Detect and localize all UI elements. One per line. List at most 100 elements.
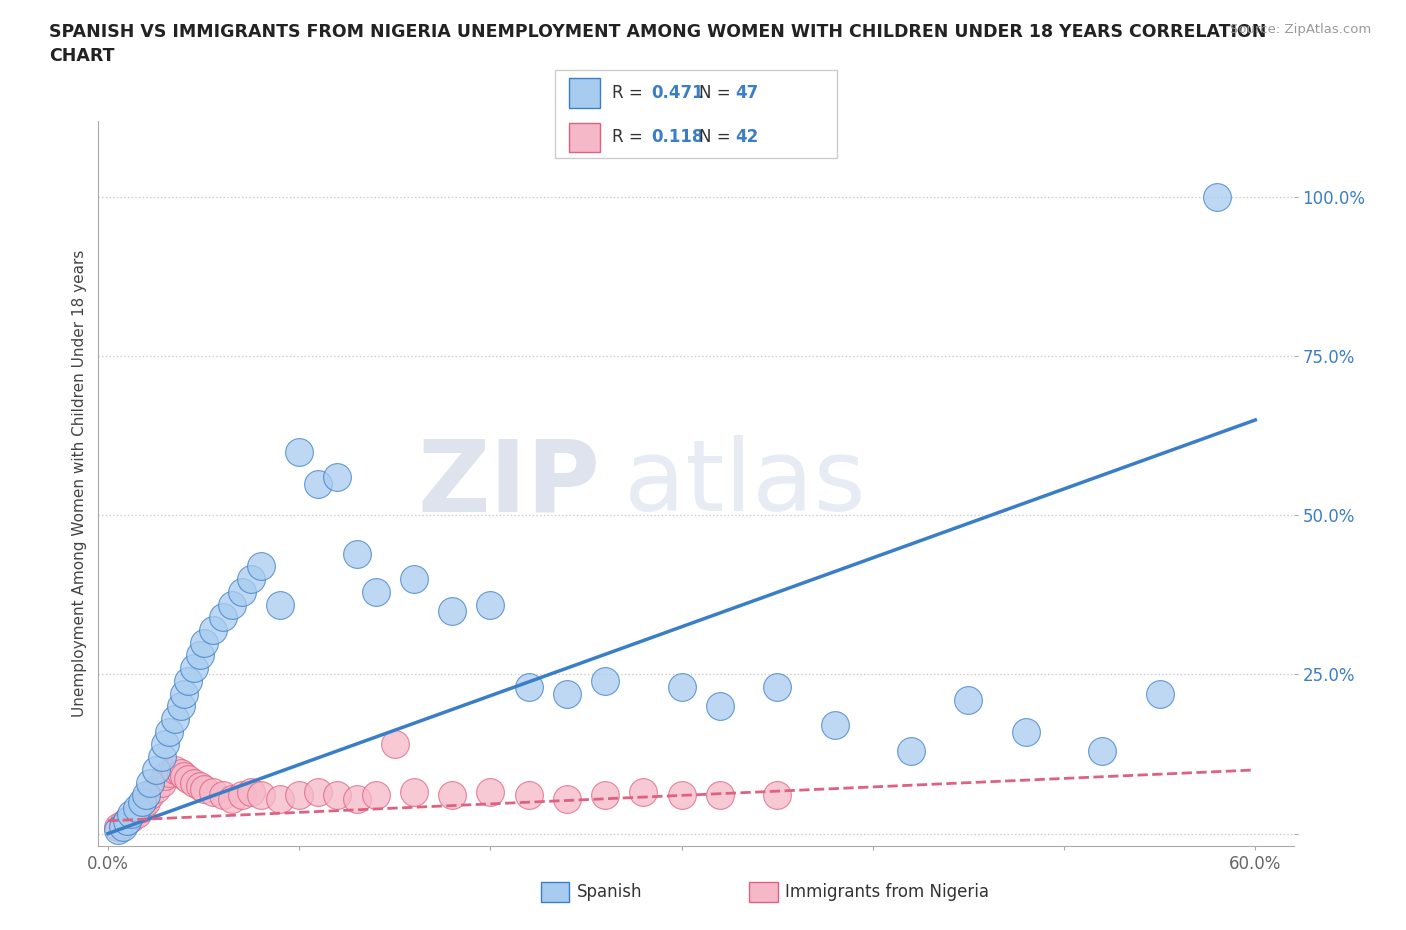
- Y-axis label: Unemployment Among Women with Children Under 18 years: Unemployment Among Women with Children U…: [72, 250, 87, 717]
- Point: [231, 788, 253, 803]
- Point: [824, 718, 846, 733]
- Point: [183, 776, 205, 790]
- Text: Spanish: Spanish: [576, 883, 643, 901]
- Text: 42: 42: [735, 127, 759, 146]
- Point: [163, 763, 186, 777]
- Point: [240, 785, 263, 800]
- Point: [441, 788, 464, 803]
- Point: [188, 648, 211, 663]
- Text: 0.118: 0.118: [651, 127, 703, 146]
- Point: [115, 814, 138, 829]
- Point: [177, 673, 200, 688]
- Point: [402, 785, 425, 800]
- Point: [112, 819, 135, 834]
- Point: [364, 788, 387, 803]
- Point: [157, 765, 180, 780]
- Point: [671, 680, 693, 695]
- Point: [150, 750, 173, 764]
- Point: [957, 693, 980, 708]
- Point: [517, 788, 540, 803]
- Point: [183, 660, 205, 675]
- Point: [384, 737, 406, 752]
- Point: [671, 788, 693, 803]
- Point: [240, 572, 263, 587]
- Text: atlas: atlas: [624, 435, 866, 532]
- Point: [517, 680, 540, 695]
- Text: R =: R =: [612, 127, 652, 146]
- Point: [131, 794, 153, 809]
- Point: [402, 572, 425, 587]
- Point: [211, 788, 233, 803]
- Point: [479, 597, 502, 612]
- Point: [120, 807, 142, 822]
- Point: [346, 546, 368, 561]
- Point: [221, 597, 243, 612]
- Point: [307, 785, 329, 800]
- Point: [193, 781, 215, 796]
- Point: [555, 791, 578, 806]
- Point: [269, 791, 291, 806]
- Point: [250, 559, 273, 574]
- Point: [441, 604, 464, 618]
- Point: [269, 597, 291, 612]
- Point: [173, 769, 195, 784]
- Point: [900, 743, 922, 758]
- Point: [364, 584, 387, 599]
- Point: [766, 680, 789, 695]
- Text: SPANISH VS IMMIGRANTS FROM NIGERIA UNEMPLOYMENT AMONG WOMEN WITH CHILDREN UNDER : SPANISH VS IMMIGRANTS FROM NIGERIA UNEMP…: [49, 23, 1267, 65]
- Text: N =: N =: [699, 84, 735, 101]
- Point: [169, 698, 191, 713]
- Point: [131, 801, 153, 816]
- Point: [1149, 686, 1171, 701]
- Text: Source: ZipAtlas.com: Source: ZipAtlas.com: [1230, 23, 1371, 36]
- Point: [307, 476, 329, 491]
- Text: 47: 47: [735, 84, 759, 101]
- Point: [155, 769, 177, 784]
- Point: [107, 819, 129, 834]
- Point: [177, 772, 200, 787]
- Point: [211, 610, 233, 625]
- Point: [593, 673, 616, 688]
- Point: [1015, 724, 1038, 739]
- Text: 0.471: 0.471: [651, 84, 703, 101]
- Point: [125, 801, 148, 816]
- Point: [555, 686, 578, 701]
- Point: [169, 765, 191, 780]
- Point: [346, 791, 368, 806]
- Point: [202, 622, 225, 637]
- Text: ZIP: ZIP: [418, 435, 600, 532]
- Point: [157, 724, 180, 739]
- Point: [150, 776, 173, 790]
- Point: [188, 778, 211, 793]
- Point: [120, 810, 142, 825]
- Point: [221, 791, 243, 806]
- Point: [155, 737, 177, 752]
- Point: [231, 584, 253, 599]
- Text: N =: N =: [699, 127, 735, 146]
- Point: [288, 788, 311, 803]
- Point: [173, 686, 195, 701]
- Point: [766, 788, 789, 803]
- Point: [1091, 743, 1114, 758]
- Point: [193, 635, 215, 650]
- Point: [593, 788, 616, 803]
- Point: [202, 785, 225, 800]
- Point: [163, 711, 186, 726]
- Text: R =: R =: [612, 84, 648, 101]
- Point: [709, 788, 731, 803]
- Point: [139, 776, 162, 790]
- Point: [135, 788, 157, 803]
- Point: [112, 817, 135, 831]
- Point: [288, 445, 311, 459]
- Point: [135, 794, 157, 809]
- Point: [250, 788, 273, 803]
- Point: [107, 823, 129, 838]
- Point: [326, 470, 349, 485]
- Point: [479, 785, 502, 800]
- Point: [326, 788, 349, 803]
- Point: [115, 814, 138, 829]
- Point: [709, 698, 731, 713]
- Point: [145, 763, 167, 777]
- Point: [1206, 190, 1229, 205]
- Point: [125, 807, 148, 822]
